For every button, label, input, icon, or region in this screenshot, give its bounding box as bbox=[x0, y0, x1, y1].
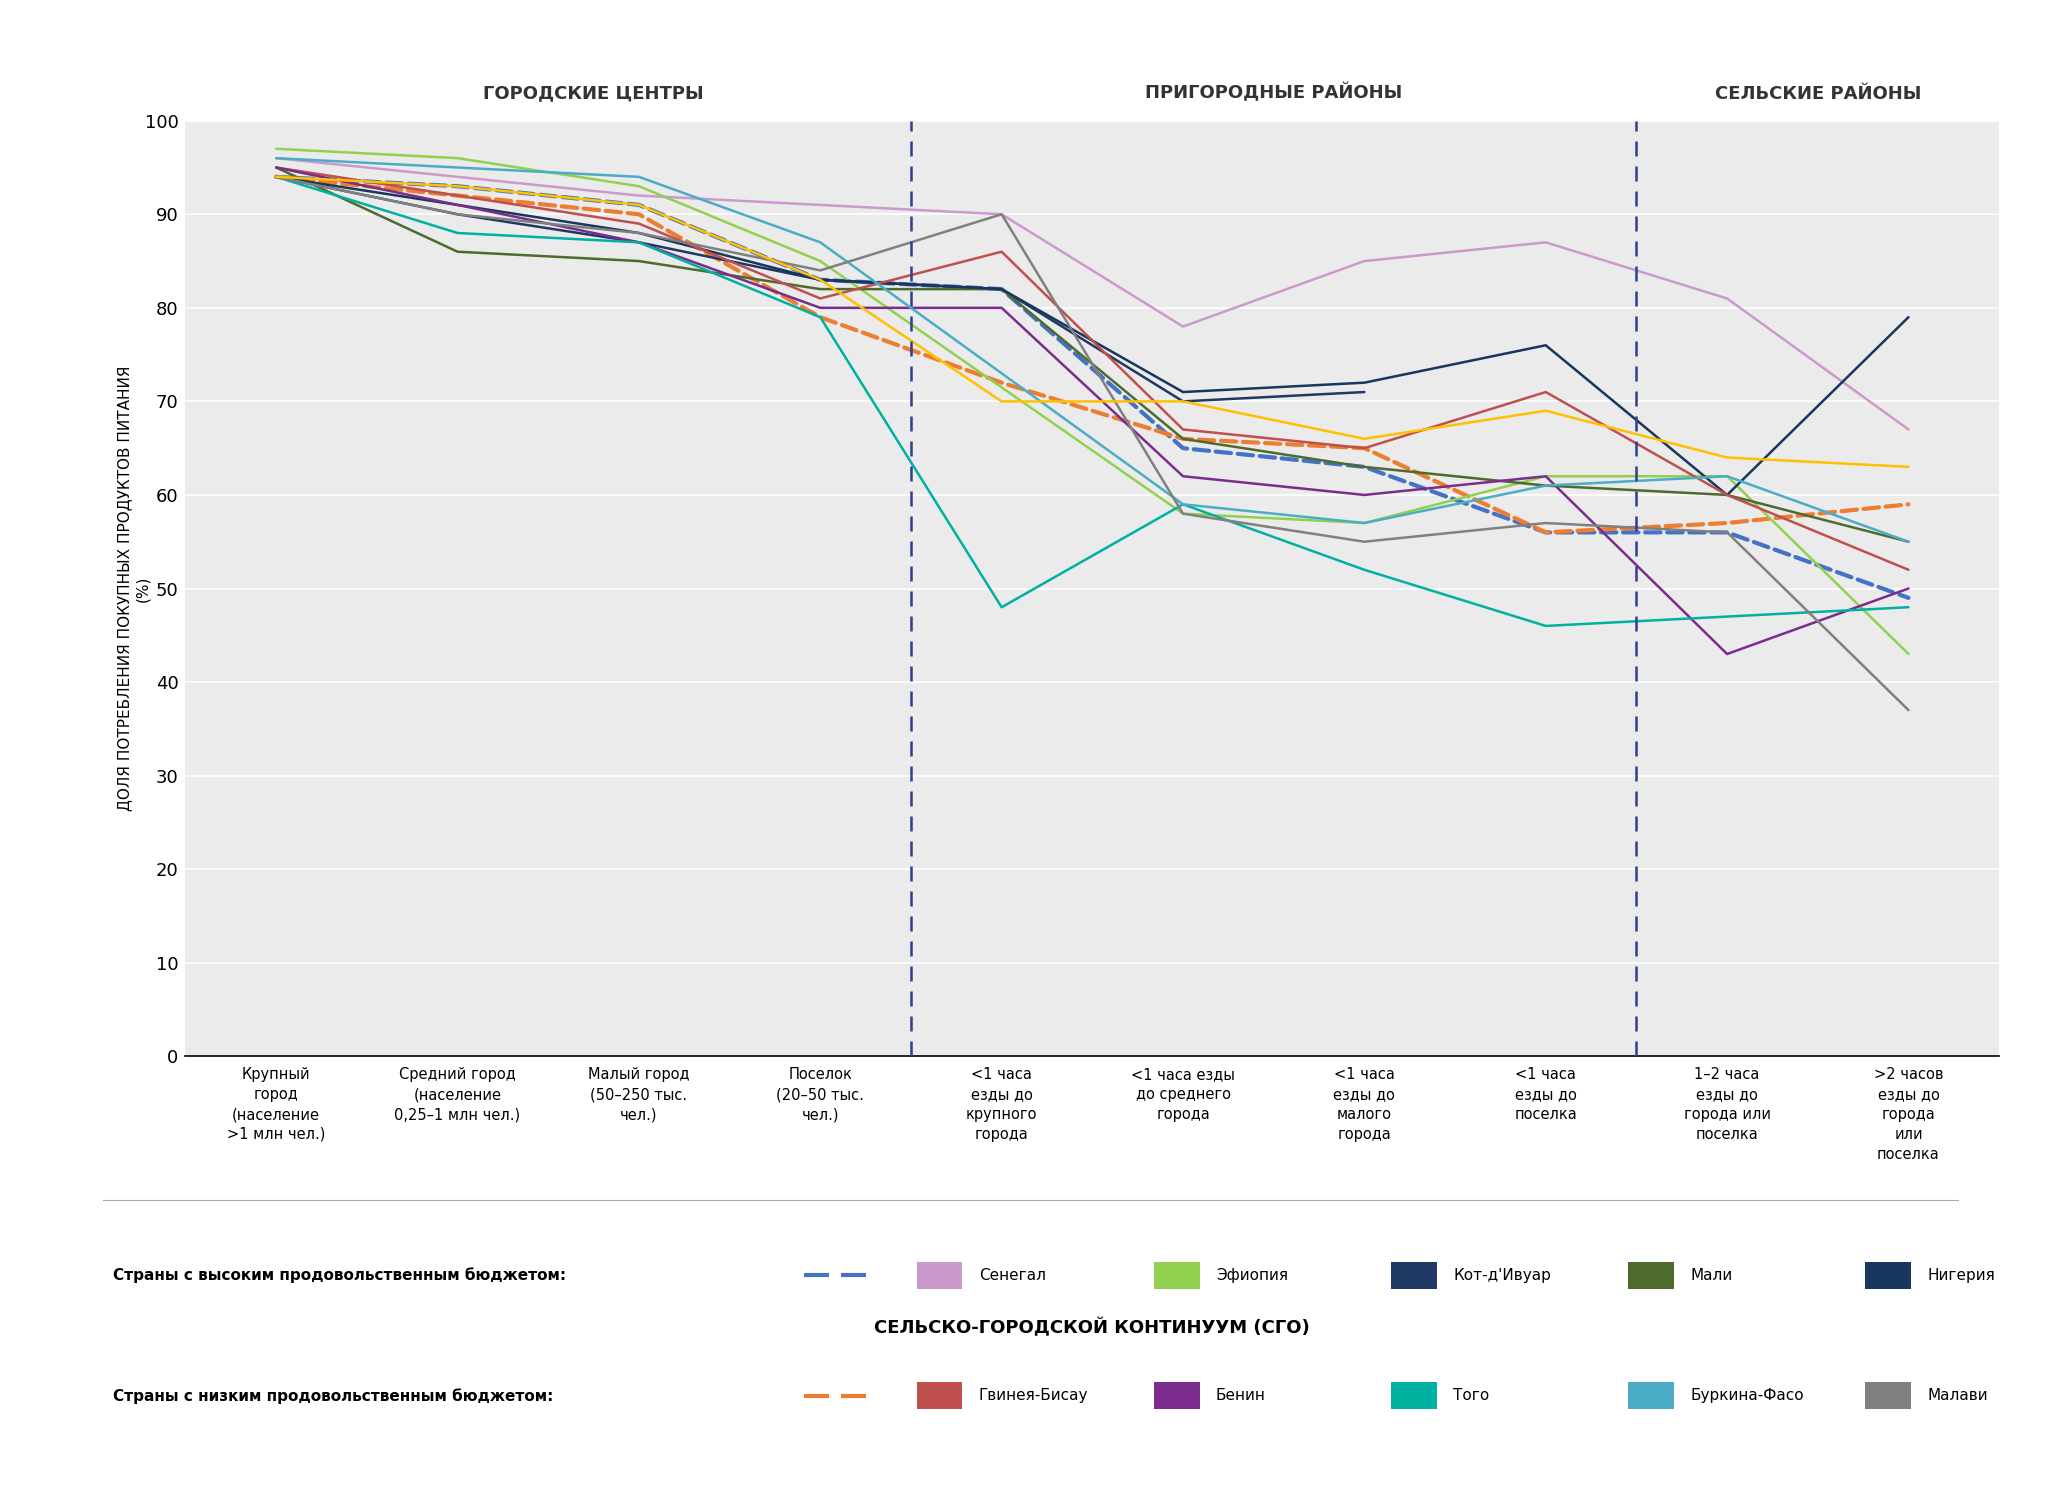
Text: Бенин: Бенин bbox=[1216, 1388, 1265, 1403]
Text: ГОРОДСКИЕ ЦЕНТРЫ: ГОРОДСКИЕ ЦЕНТРЫ bbox=[482, 85, 705, 103]
Text: СЕЛЬСКИЕ РАЙОНЫ: СЕЛЬСКИЕ РАЙОНЫ bbox=[1715, 85, 1921, 103]
Text: Сенегал: Сенегал bbox=[979, 1268, 1047, 1283]
Text: Страны с высоким продовольственным бюджетом:: Страны с высоким продовольственным бюдже… bbox=[113, 1268, 567, 1283]
Text: Эфиопия: Эфиопия bbox=[1216, 1268, 1288, 1283]
Text: Кот-д'Ивуар: Кот-д'Ивуар bbox=[1453, 1268, 1550, 1283]
Text: Мали: Мали bbox=[1690, 1268, 1731, 1283]
Y-axis label: ДОЛЯ ПОТРЕБЛЕНИЯ ПОКУПНЫХ ПРОДУКТОВ ПИТАНИЯ
(%): ДОЛЯ ПОТРЕБЛЕНИЯ ПОКУПНЫХ ПРОДУКТОВ ПИТА… bbox=[117, 365, 150, 812]
Text: Буркина-Фасо: Буркина-Фасо bbox=[1690, 1388, 1803, 1403]
Text: Страны с низким продовольственным бюджетом:: Страны с низким продовольственным бюджет… bbox=[113, 1388, 554, 1403]
Text: СЕЛЬСКО-ГОРОДСКОЙ КОНТИНУУМ (СГО): СЕЛЬСКО-ГОРОДСКОЙ КОНТИНУУМ (СГО) bbox=[874, 1317, 1311, 1337]
Text: Гвинея-Бисау: Гвинея-Бисау bbox=[979, 1388, 1088, 1403]
Text: Того: Того bbox=[1453, 1388, 1490, 1403]
Text: Нигерия: Нигерия bbox=[1927, 1268, 1995, 1283]
Text: ПРИГОРОДНЫЕ РАЙОНЫ: ПРИГОРОДНЫЕ РАЙОНЫ bbox=[1146, 83, 1401, 103]
Text: Малави: Малави bbox=[1927, 1388, 1987, 1403]
